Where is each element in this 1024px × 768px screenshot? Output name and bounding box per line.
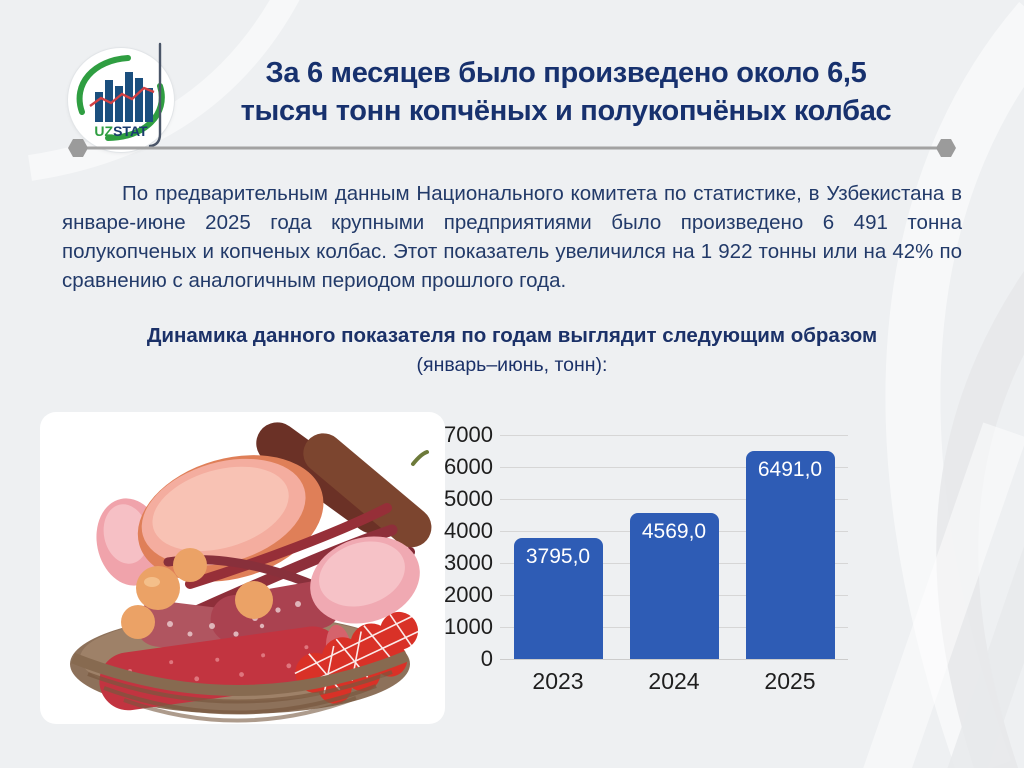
y-axis-tick-label: 6000	[444, 454, 493, 479]
logo-text-stat: STAT	[113, 123, 148, 139]
divider-hex-left	[68, 139, 88, 157]
section-heading-sub: (январь–июнь, тонн):	[416, 354, 608, 376]
sausages-illustration	[70, 422, 432, 723]
uzstat-logo-graphic: UZSTAT	[76, 55, 165, 141]
basket-rim	[70, 650, 410, 723]
divider-line	[68, 139, 956, 157]
bar-2024: 4569,0	[629, 512, 719, 659]
y-axis-tick-label: 0	[480, 646, 493, 671]
intro-paragraph: По предварительным данным Национального …	[62, 182, 962, 292]
section-heading-main: Динамика данного показателя по годам выг…	[146, 324, 878, 347]
bar-2023: 3795,0	[513, 537, 603, 659]
bar-2025: 6491,0	[745, 451, 835, 659]
y-axis-tick-label: 1000	[444, 614, 493, 639]
logo-bars-icon	[95, 72, 153, 122]
page-title-line1: За 6 месяцев было произведено около 6,5	[265, 57, 867, 89]
gridline	[500, 467, 848, 468]
logo-text-uz: UZ	[94, 123, 113, 139]
x-axis-tick-label: 2025	[764, 668, 816, 694]
bar-chart: 0 1000 2000 3000 4000 5000 6000 7000 3795,0 2023 4…	[443, 422, 923, 700]
y-axis-tick-label: 2000	[444, 582, 493, 607]
page-title: За 6 месяцев было произведено около 6,5 …	[172, 54, 960, 130]
bar-value-label: 3795,0	[525, 544, 591, 568]
x-axis-tick-label: 2024	[648, 668, 700, 694]
title-bracket-line	[148, 42, 162, 148]
logo-trend-line-icon	[89, 86, 155, 107]
gridline	[500, 499, 848, 500]
y-axis-tick-label: 7000	[444, 422, 493, 447]
bar-value-label: 6491,0	[757, 458, 823, 482]
logo-swoosh-top	[76, 55, 131, 115]
x-axis-tick-label: 2023	[532, 668, 584, 694]
page-title-line2: тысяч тонн копчёных и полукопчёных колба…	[240, 95, 892, 127]
divider-hex-right	[936, 139, 956, 157]
y-axis-tick-label: 5000	[444, 486, 493, 511]
y-axis-tick-label: 4000	[444, 518, 493, 543]
gridline	[500, 659, 848, 660]
uzstat-logo: UZSTAT	[68, 48, 174, 152]
logo-wordmark: UZSTAT	[94, 123, 148, 139]
section-heading: Динамика данного показателя по годам выг…	[60, 323, 964, 378]
eggs	[121, 548, 273, 639]
bar-value-label: 4569,0	[641, 519, 707, 543]
y-axis-tick-label: 3000	[444, 550, 493, 575]
gridline	[500, 435, 848, 436]
logo-swoosh-bottom	[105, 83, 165, 141]
sausages-image	[40, 412, 445, 724]
